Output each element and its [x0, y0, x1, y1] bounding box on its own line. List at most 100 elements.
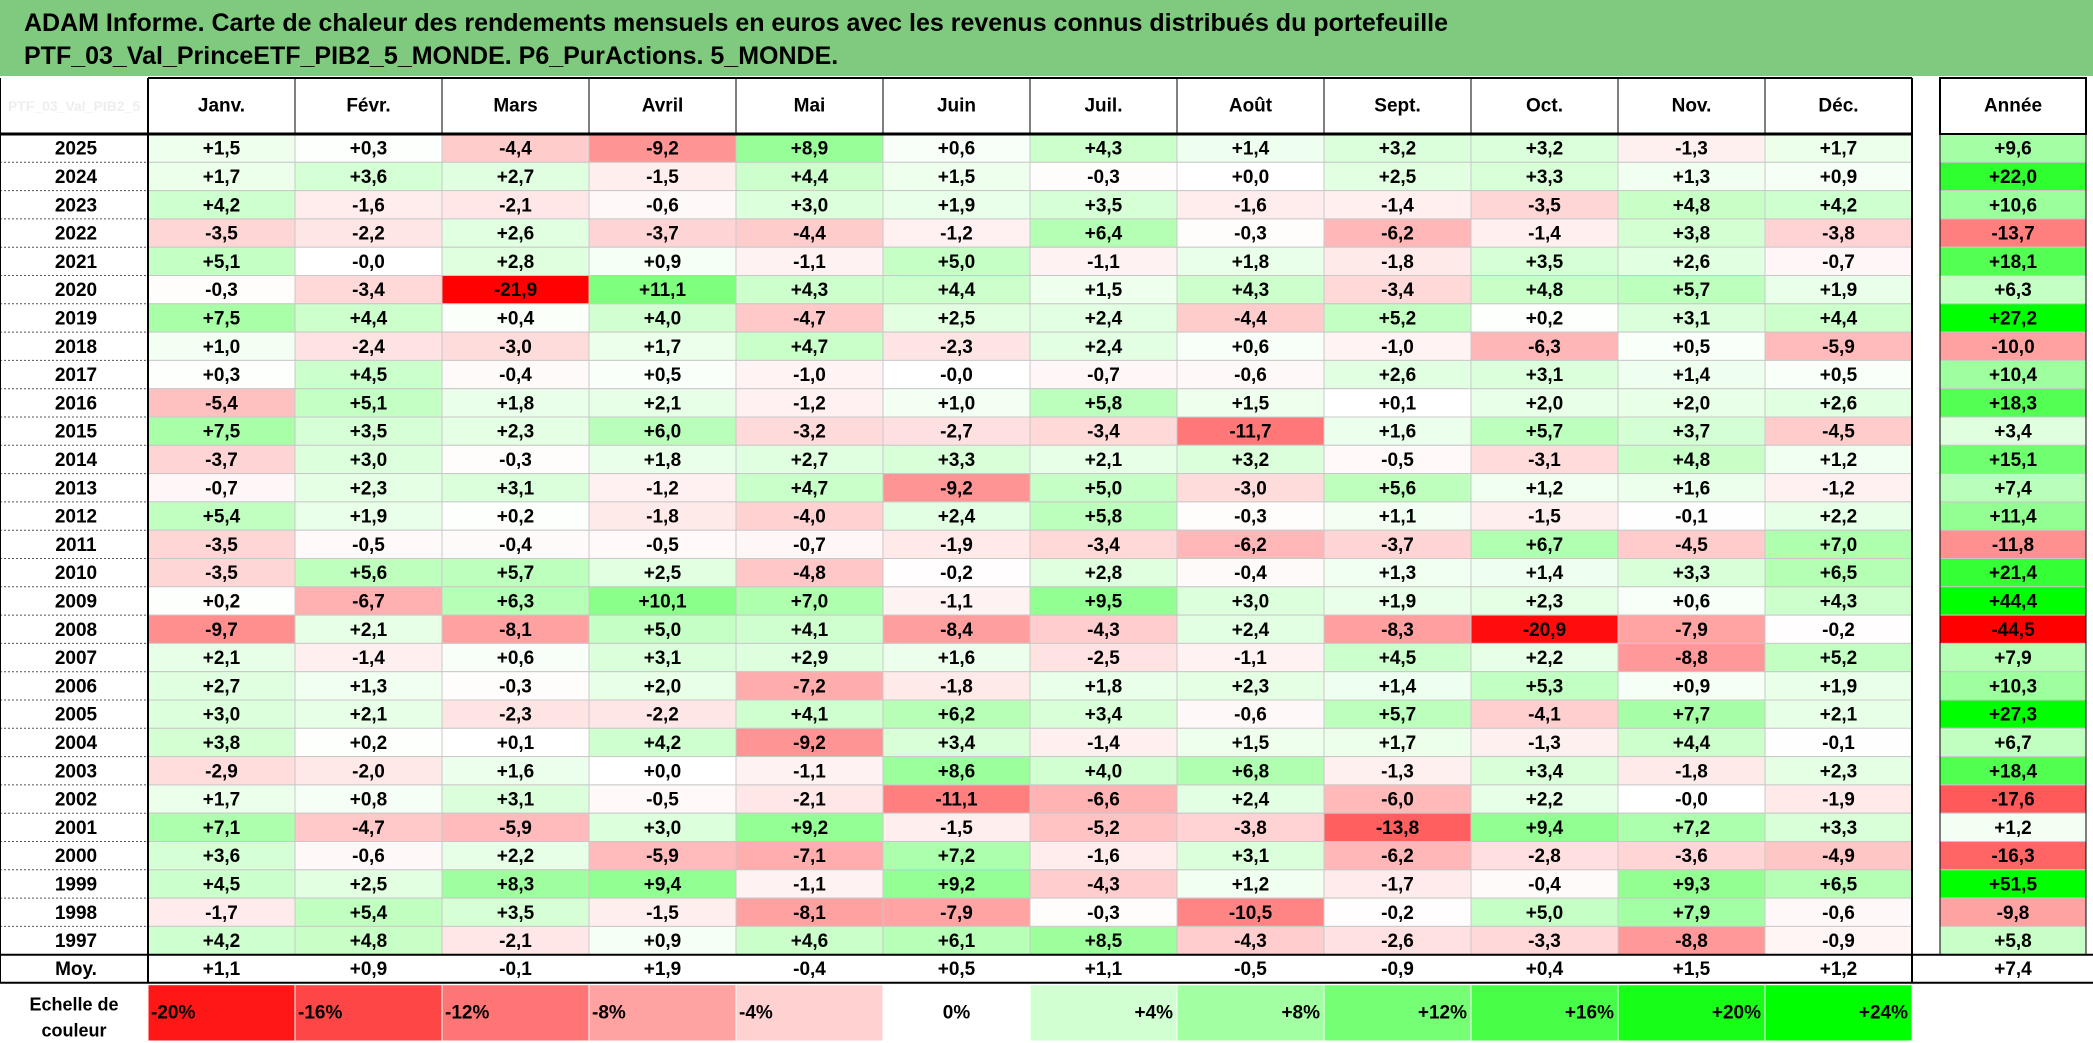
cell-value: -6,2 — [1381, 846, 1414, 867]
year-label: 2011 — [55, 535, 97, 556]
heat-cell — [1764, 501, 1913, 531]
cell-value: -8,8 — [1675, 931, 1708, 952]
cell-value: +4,4 — [350, 308, 388, 329]
cell-value: -0,3 — [1234, 224, 1267, 245]
title-line-2: PTF_03_Val_PrinceETF_PIB2_5_MONDE. P6_Pu… — [24, 42, 839, 70]
cell-value: +5,7 — [1379, 705, 1417, 726]
cell-value: +2,3 — [1232, 676, 1270, 697]
cell-value: +4,4 — [938, 280, 976, 301]
column-header: Oct. — [1526, 96, 1563, 117]
year-label: 2000 — [55, 846, 97, 867]
average-value: -0,5 — [1234, 959, 1267, 980]
heat-cell — [1764, 218, 1913, 248]
cell-value: -3,0 — [499, 337, 532, 358]
heat-cell — [1029, 331, 1178, 361]
heat-cell — [1470, 190, 1619, 220]
heat-cell — [588, 642, 737, 673]
heat-cell — [147, 897, 296, 927]
cell-value: +4,3 — [1232, 280, 1270, 301]
cell-value: +1,9 — [1820, 280, 1858, 301]
heat-cell — [1029, 614, 1178, 644]
cell-value: +3,5 — [350, 422, 388, 443]
heat-cell — [1470, 303, 1619, 333]
cell-value: +2,7 — [497, 167, 535, 188]
cell-value: -3,4 — [352, 280, 385, 301]
cell-value: -3,0 — [1234, 478, 1267, 499]
cell-value: +0,4 — [497, 308, 535, 329]
heat-cell — [1176, 190, 1325, 220]
heat-cell — [735, 331, 884, 361]
annual-value: +1,2 — [1994, 818, 2032, 839]
heat-cell — [147, 699, 296, 729]
cell-value: -0,9 — [1822, 931, 1855, 952]
heat-cell — [882, 444, 1031, 475]
average-value: +0,9 — [350, 959, 388, 980]
annual-value: +15,1 — [1989, 450, 2038, 471]
heat-cell — [1470, 246, 1619, 276]
average-label: Moy. — [55, 959, 97, 980]
heat-cell — [147, 416, 296, 446]
heat-cell — [147, 614, 296, 644]
year-label: 1998 — [55, 903, 97, 924]
cell-value: +7,0 — [791, 591, 829, 612]
cell-value: -1,4 — [1087, 733, 1120, 754]
average-value: +0,4 — [1526, 959, 1564, 980]
cell-value: +5,4 — [350, 903, 388, 924]
heat-cell — [1176, 331, 1325, 361]
cell-value: +2,8 — [497, 252, 535, 273]
cell-value: -3,6 — [1675, 846, 1708, 867]
heat-cell — [1617, 161, 1766, 192]
heat-cell — [1323, 246, 1472, 276]
corner-label: PTF_03_Val_PIB2_5 — [8, 98, 141, 114]
heat-cell — [147, 869, 296, 899]
cell-value: +3,4 — [1526, 761, 1564, 782]
cell-value: -2,2 — [646, 705, 679, 726]
cell-value: +4,4 — [1673, 733, 1711, 754]
cell-value: +4,6 — [791, 931, 829, 952]
cell-value: -6,2 — [1381, 224, 1414, 245]
heat-cell — [294, 869, 443, 899]
heat-cell — [1176, 784, 1325, 814]
heat-cell — [294, 444, 443, 475]
cell-value: +7,2 — [938, 846, 976, 867]
heat-cell — [147, 190, 296, 220]
heat-cell — [1323, 331, 1472, 361]
cell-value: -7,2 — [793, 676, 826, 697]
cell-value: -10,5 — [1229, 903, 1273, 924]
annual-value: +10,3 — [1989, 676, 2037, 697]
heat-cell — [588, 388, 737, 418]
heat-cell — [441, 218, 590, 248]
annual-value: +18,4 — [1989, 761, 2038, 782]
cell-value: +2,2 — [1526, 790, 1564, 811]
heat-cell — [1617, 642, 1766, 673]
cell-value: +0,0 — [1232, 167, 1270, 188]
heat-cell — [882, 642, 1031, 673]
heat-cell — [1617, 218, 1766, 248]
scale-step-label: +12% — [1418, 1002, 1467, 1023]
cell-value: -4,3 — [1087, 874, 1120, 895]
cell-value: +0,1 — [1379, 393, 1417, 414]
heat-cell — [735, 359, 884, 390]
heat-cell — [588, 614, 737, 644]
heat-cell — [1470, 473, 1619, 503]
cell-value: -3,7 — [646, 224, 679, 245]
cell-value: -0,7 — [1822, 252, 1855, 273]
scale-swatch — [882, 984, 1031, 1042]
cell-value: +2,2 — [1820, 507, 1858, 528]
cell-value: +3,0 — [791, 195, 829, 216]
scale-swatch — [1323, 984, 1472, 1042]
cell-value: +6,0 — [644, 422, 682, 443]
cell-value: +1,2 — [1820, 450, 1858, 471]
average-value: -0,4 — [793, 959, 826, 980]
cell-value: +2,0 — [1673, 393, 1711, 414]
cell-value: -4,8 — [793, 563, 826, 584]
heat-cell — [441, 812, 590, 843]
cell-value: +4,0 — [644, 308, 682, 329]
cell-value: -1,1 — [1234, 648, 1267, 669]
heat-cell — [441, 586, 590, 616]
heat-cell — [1323, 671, 1472, 701]
cell-value: +1,5 — [1232, 393, 1270, 414]
year-label: 2016 — [55, 393, 97, 414]
heat-cell — [1029, 671, 1178, 701]
heat-cell — [588, 246, 737, 276]
